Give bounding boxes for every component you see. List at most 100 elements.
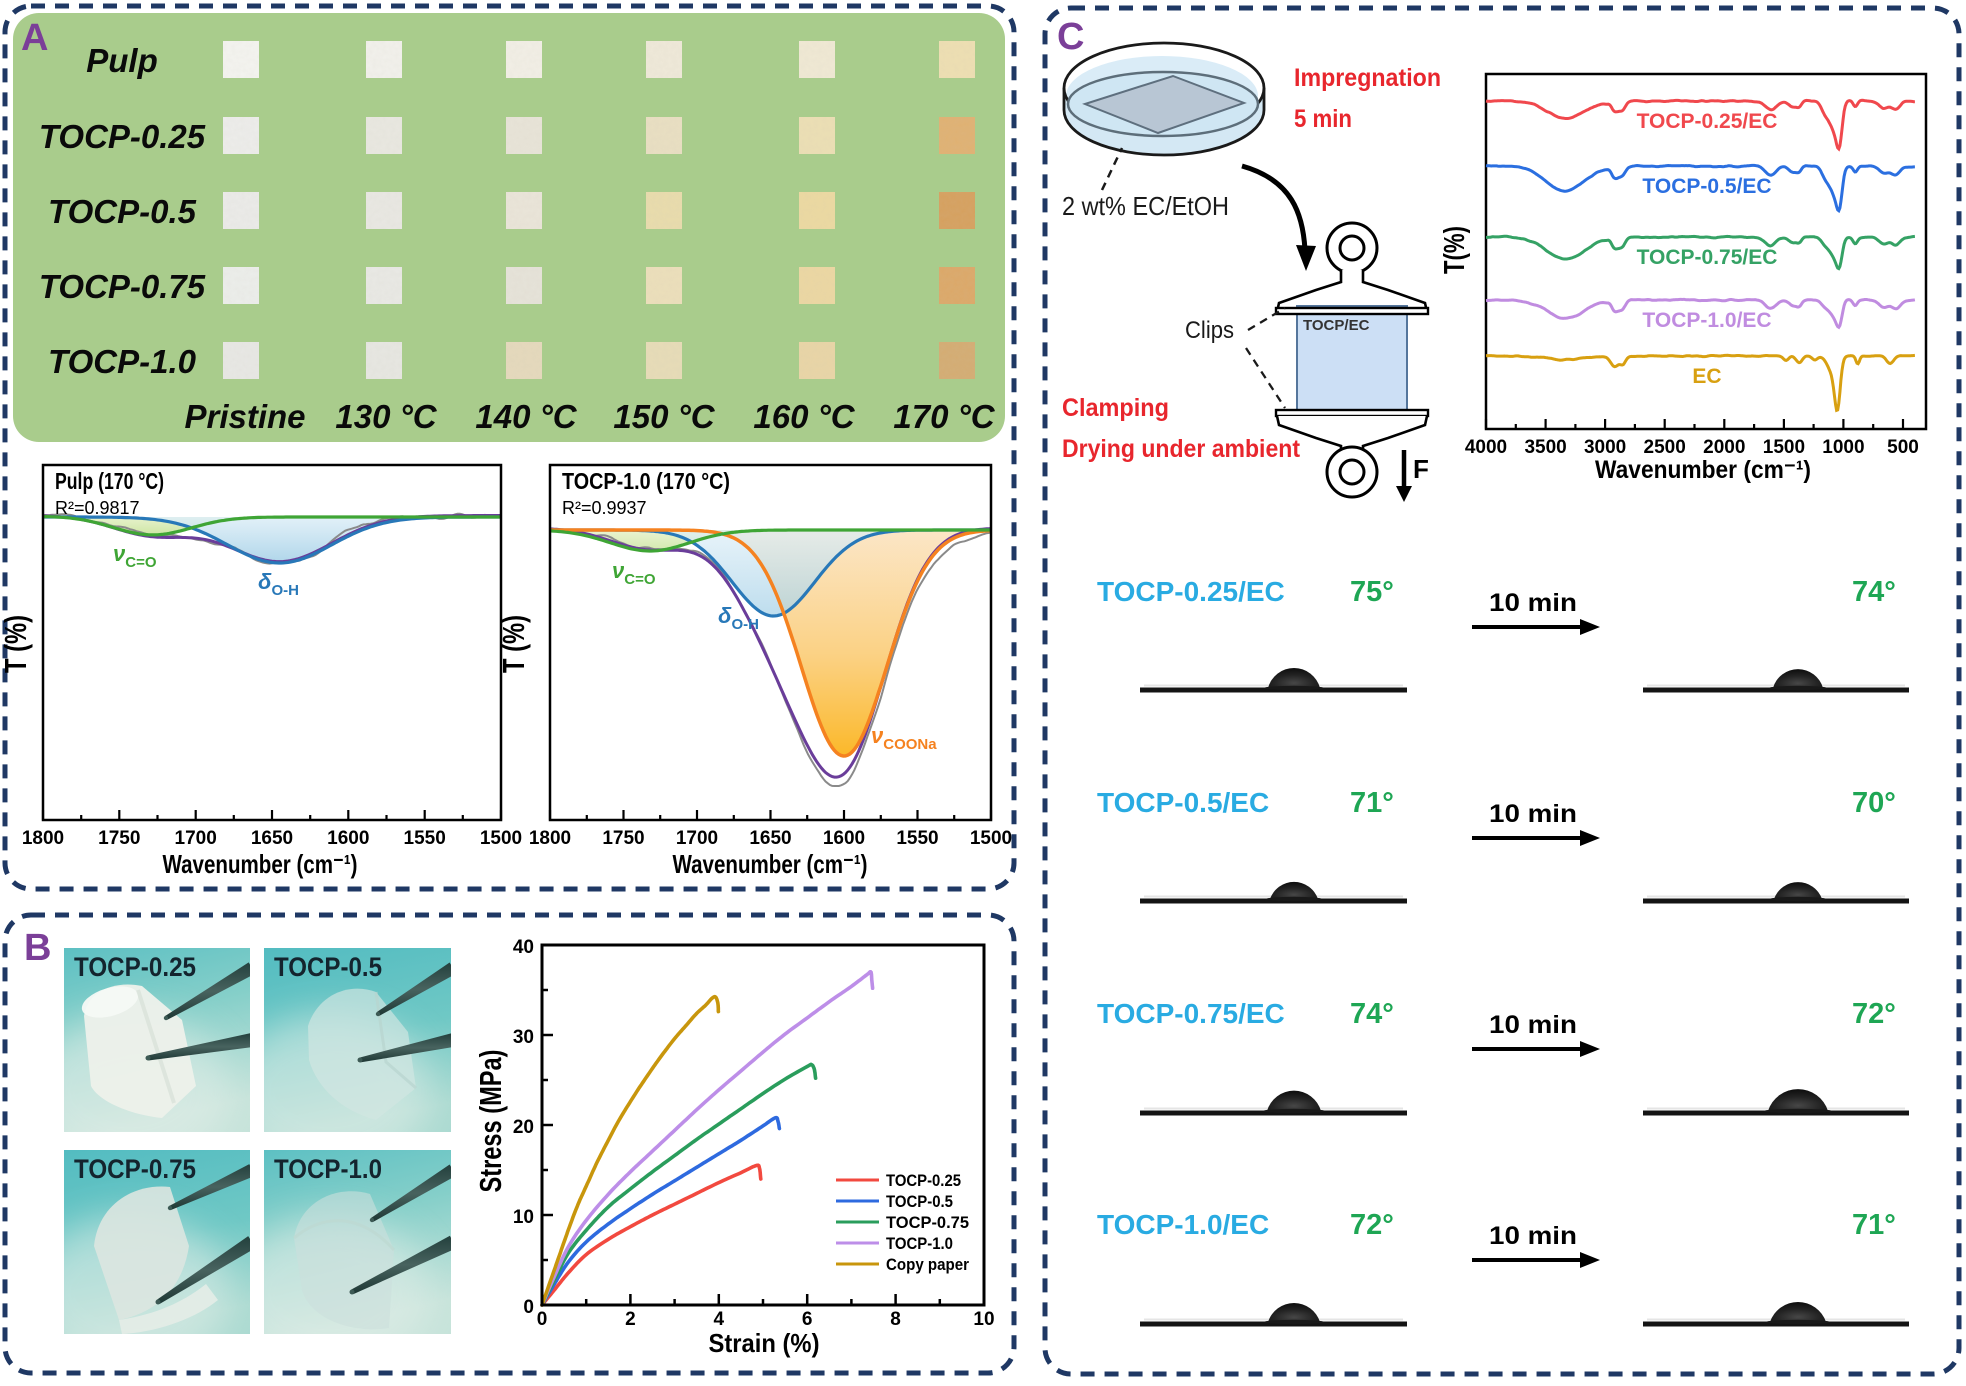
svg-text:TOCP-1.0 (170 °C): TOCP-1.0 (170 °C) <box>562 468 730 494</box>
svg-text:30: 30 <box>513 1027 534 1048</box>
svg-text:1550: 1550 <box>404 828 446 849</box>
svg-text:1600: 1600 <box>327 828 369 849</box>
svg-text:10 min: 10 min <box>1489 589 1577 617</box>
svg-text:TOCP/EC: TOCP/EC <box>1303 317 1370 334</box>
svg-text:1550: 1550 <box>896 828 938 849</box>
svg-text:160 °C: 160 °C <box>753 398 855 435</box>
svg-text:1500: 1500 <box>480 828 522 849</box>
svg-text:TOCP-1.0: TOCP-1.0 <box>48 343 197 380</box>
svg-text:4000: 4000 <box>1465 437 1507 458</box>
svg-text:74°: 74° <box>1350 998 1394 1030</box>
svg-text:4: 4 <box>714 1309 725 1330</box>
svg-text:1650: 1650 <box>749 828 791 849</box>
svg-text:71°: 71° <box>1350 787 1394 819</box>
svg-text:1800: 1800 <box>529 828 571 849</box>
svg-text:1700: 1700 <box>676 828 718 849</box>
svg-text:10: 10 <box>973 1309 994 1330</box>
svg-text:Clips: Clips <box>1185 317 1234 344</box>
svg-text:T (%): T (%) <box>496 615 531 673</box>
svg-text:500: 500 <box>1887 437 1919 458</box>
svg-text:Copy paper: Copy paper <box>886 1255 969 1274</box>
svg-text:10 min: 10 min <box>1489 1011 1577 1039</box>
svg-text:R²=0.9937: R²=0.9937 <box>562 498 647 518</box>
svg-text:TOCP-0.75: TOCP-0.75 <box>74 1154 196 1184</box>
svg-text:R²=0.9817: R²=0.9817 <box>55 498 140 518</box>
svg-text:TOCP-1.0/EC: TOCP-1.0/EC <box>1642 309 1771 332</box>
svg-text:Pristine: Pristine <box>184 398 305 435</box>
svg-text:72°: 72° <box>1350 1209 1394 1241</box>
svg-text:TOCP-1.0/EC: TOCP-1.0/EC <box>1097 1209 1269 1240</box>
svg-text:TOCP-0.5/EC: TOCP-0.5/EC <box>1642 175 1771 198</box>
svg-text:1500: 1500 <box>970 828 1012 849</box>
svg-text:B: B <box>24 927 51 969</box>
svg-text:TOCP-1.0: TOCP-1.0 <box>886 1234 953 1253</box>
svg-text:2000: 2000 <box>1703 437 1745 458</box>
svg-text:Impregnation: Impregnation <box>1294 64 1441 92</box>
svg-text:T(%): T(%) <box>1439 226 1471 274</box>
svg-text:3500: 3500 <box>1524 437 1566 458</box>
svg-text:TOCP-0.25: TOCP-0.25 <box>39 118 206 155</box>
svg-text:TOCP-0.25: TOCP-0.25 <box>74 952 196 982</box>
svg-text:75°: 75° <box>1350 576 1394 608</box>
svg-text:TOCP-0.25/EC: TOCP-0.25/EC <box>1097 576 1285 607</box>
svg-text:8: 8 <box>890 1309 901 1330</box>
svg-text:1750: 1750 <box>602 828 644 849</box>
svg-text:T (%): T (%) <box>0 615 33 673</box>
svg-text:74°: 74° <box>1852 576 1896 608</box>
svg-text:Drying under ambient: Drying under ambient <box>1062 435 1301 463</box>
svg-text:TOCP-0.5: TOCP-0.5 <box>886 1192 953 1211</box>
svg-text:140 °C: 140 °C <box>475 398 577 435</box>
svg-text:2500: 2500 <box>1644 437 1686 458</box>
svg-text:TOCP-0.75/EC: TOCP-0.75/EC <box>1637 246 1778 269</box>
svg-text:TOCP-0.5/EC: TOCP-0.5/EC <box>1097 787 1269 818</box>
svg-text:δO-H: δO-H <box>258 569 299 599</box>
svg-text:10: 10 <box>513 1207 534 1228</box>
svg-text:Wavenumber (cm⁻¹): Wavenumber (cm⁻¹) <box>1595 456 1811 484</box>
svg-text:1000: 1000 <box>1822 437 1864 458</box>
svg-text:0: 0 <box>537 1309 548 1330</box>
svg-text:5 min: 5 min <box>1294 105 1352 133</box>
svg-text:6: 6 <box>802 1309 813 1330</box>
svg-text:EC: EC <box>1692 365 1721 388</box>
svg-text:νC=O: νC=O <box>612 558 656 588</box>
svg-text:νCOONa: νCOONa <box>871 723 937 753</box>
svg-text:TOCP-0.5: TOCP-0.5 <box>274 952 382 982</box>
svg-text:TOCP-0.25/EC: TOCP-0.25/EC <box>1637 110 1778 133</box>
svg-text:10 min: 10 min <box>1489 800 1577 828</box>
svg-text:40: 40 <box>513 937 534 958</box>
svg-text:2 wt% EC/EtOH: 2 wt% EC/EtOH <box>1062 191 1229 221</box>
svg-text:Wavenumber (cm⁻¹): Wavenumber (cm⁻¹) <box>163 849 358 879</box>
svg-text:TOCP-0.5: TOCP-0.5 <box>48 193 197 230</box>
svg-text:Clamping: Clamping <box>1062 394 1169 422</box>
svg-text:C: C <box>1057 16 1084 58</box>
svg-text:Stress (MPa): Stress (MPa) <box>473 1050 508 1193</box>
svg-text:1650: 1650 <box>251 828 293 849</box>
svg-text:70°: 70° <box>1852 787 1896 819</box>
svg-text:130 °C: 130 °C <box>335 398 437 435</box>
svg-text:71°: 71° <box>1852 1209 1896 1241</box>
svg-text:1600: 1600 <box>823 828 865 849</box>
svg-text:Pulp (170 °C): Pulp (170 °C) <box>55 468 164 494</box>
svg-text:TOCP-0.25: TOCP-0.25 <box>886 1171 961 1190</box>
svg-text:1800: 1800 <box>22 828 64 849</box>
svg-text:F: F <box>1413 454 1429 484</box>
svg-text:2: 2 <box>625 1309 636 1330</box>
svg-text:1750: 1750 <box>98 828 140 849</box>
svg-text:Strain (%): Strain (%) <box>709 1328 820 1358</box>
svg-text:3000: 3000 <box>1584 437 1626 458</box>
svg-text:TOCP-1.0: TOCP-1.0 <box>274 1154 382 1184</box>
svg-text:1700: 1700 <box>175 828 217 849</box>
svg-text:TOCP-0.75/EC: TOCP-0.75/EC <box>1097 998 1285 1029</box>
svg-text:10 min: 10 min <box>1489 1222 1577 1250</box>
svg-text:νC=O: νC=O <box>113 541 157 571</box>
svg-text:170 °C: 170 °C <box>893 398 995 435</box>
svg-text:TOCP-0.75: TOCP-0.75 <box>886 1213 969 1232</box>
svg-text:TOCP-0.75: TOCP-0.75 <box>39 268 206 305</box>
svg-text:72°: 72° <box>1852 998 1896 1030</box>
svg-text:Pulp: Pulp <box>86 42 158 79</box>
svg-text:0: 0 <box>523 1297 534 1318</box>
svg-text:1500: 1500 <box>1763 437 1805 458</box>
svg-text:A: A <box>21 17 48 59</box>
svg-text:20: 20 <box>513 1117 534 1138</box>
svg-text:150 °C: 150 °C <box>613 398 715 435</box>
